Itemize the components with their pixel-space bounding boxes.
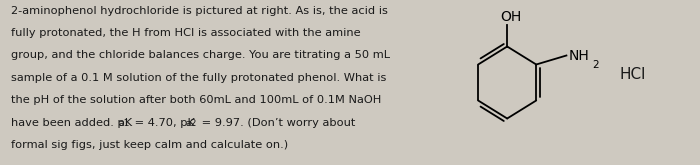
- Text: = 9.97. (Don’t worry about: = 9.97. (Don’t worry about: [198, 118, 356, 128]
- Text: 2-aminophenol hydrochloride is pictured at right. As is, the acid is: 2-aminophenol hydrochloride is pictured …: [11, 6, 388, 16]
- Text: NH: NH: [568, 49, 589, 63]
- Text: a2: a2: [186, 119, 197, 128]
- Text: = 4.70, pK: = 4.70, pK: [131, 118, 195, 128]
- Text: group, and the chloride balances charge. You are titrating a 50 mL: group, and the chloride balances charge.…: [11, 50, 390, 60]
- Text: have been added. pK: have been added. pK: [11, 118, 132, 128]
- Text: formal sig figs, just keep calm and calculate on.): formal sig figs, just keep calm and calc…: [11, 140, 288, 150]
- Text: HCl: HCl: [620, 67, 646, 82]
- Text: OH: OH: [500, 10, 522, 24]
- Text: the pH of the solution after both 60mL and 100mL of 0.1M NaOH: the pH of the solution after both 60mL a…: [11, 95, 382, 105]
- Text: fully protonated, the H from HCl is associated with the amine: fully protonated, the H from HCl is asso…: [11, 28, 360, 38]
- Text: sample of a 0.1 M solution of the fully protonated phenol. What is: sample of a 0.1 M solution of the fully …: [11, 73, 386, 83]
- Text: a1: a1: [118, 119, 130, 128]
- Text: 2: 2: [592, 60, 599, 70]
